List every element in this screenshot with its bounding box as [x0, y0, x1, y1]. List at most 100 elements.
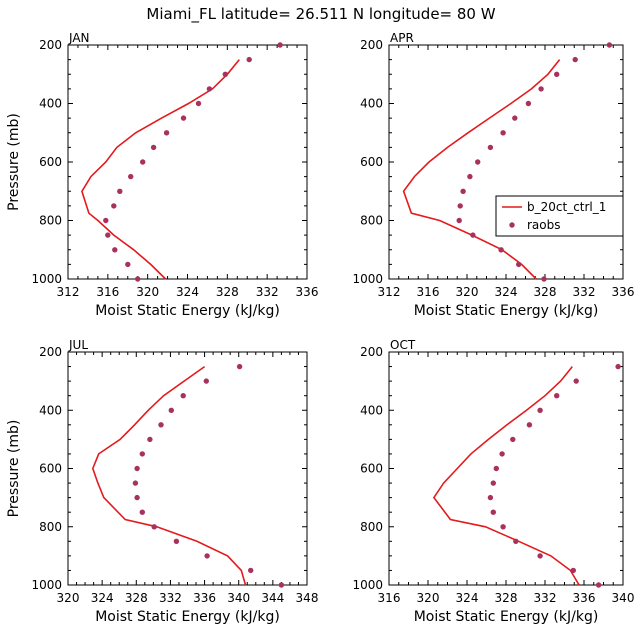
x-tick-label: 336: [573, 591, 596, 605]
legend-dot-swatch: [509, 222, 515, 228]
plot-frame: [388, 351, 624, 586]
y-tick-label: 800: [39, 214, 62, 228]
raobs-point: [493, 465, 499, 472]
raobs-point: [195, 100, 202, 107]
y-axis-label: Pressure (mb): [6, 420, 22, 518]
x-tick-label: 320: [417, 591, 440, 605]
raobs-point: [537, 553, 543, 559]
x-tick-label: 328: [125, 591, 148, 605]
raobs-point: [278, 582, 285, 588]
x-axis-label: Moist Static Energy (kJ/kg): [95, 609, 280, 625]
plot-frame: [67, 351, 308, 586]
x-tick-label: 336: [193, 591, 216, 605]
panel-label: JUL: [68, 338, 88, 352]
y-tick-label: 600: [360, 155, 383, 169]
raobs-point: [132, 480, 139, 486]
panel-apr: 312 316 320 324 328 332 336 200 400 600 800 1000 APR…: [352, 31, 634, 319]
raobs-point: [512, 115, 518, 121]
raobs-point: [526, 422, 533, 428]
x-axis-label: Moist Static Energy (kJ/kg): [414, 609, 599, 625]
y-tick-label: 800: [360, 214, 383, 228]
raobs-point: [490, 480, 496, 486]
raobs-point: [125, 261, 131, 268]
raobs-point: [513, 538, 519, 544]
x-tick-label: 348: [296, 591, 319, 605]
raobs-point: [134, 465, 140, 472]
raobs-point: [457, 203, 463, 209]
raobs-point: [150, 144, 157, 151]
raobs-point: [470, 232, 476, 238]
raobs-point: [554, 71, 560, 78]
raobs-point: [487, 494, 494, 501]
legend-label-model: b_20ct_ctrl_1: [527, 200, 606, 214]
raobs-point: [103, 217, 109, 224]
x-tick-label: 312: [57, 285, 80, 299]
x-tick-label: 344: [261, 591, 284, 605]
y-tick-label: 200: [360, 345, 383, 359]
y-tick-label: 400: [39, 403, 62, 417]
raobs-point: [140, 159, 146, 165]
raobs-point: [500, 524, 506, 530]
panel-jul: 320 324 328 332 336 340 344 348 200 400 600 800 1000…: [6, 338, 318, 625]
x-tick-label: 324: [176, 285, 199, 299]
y-tick-label: 600: [39, 462, 62, 476]
raobs-point: [112, 247, 118, 253]
raobs-point: [475, 159, 481, 165]
raobs-point: [139, 451, 145, 457]
raobs-point: [236, 363, 243, 370]
raobs-point: [158, 422, 164, 428]
raobs-point: [246, 56, 252, 63]
raobs-point: [206, 86, 213, 92]
y-tick-label: 800: [39, 520, 62, 534]
raobs-point: [151, 524, 157, 530]
y-tick-label: 200: [39, 38, 62, 52]
model-profile-line: [432, 366, 580, 586]
raobs-point: [248, 567, 254, 574]
raobs-point: [147, 436, 153, 443]
model-profile-line: [81, 59, 240, 280]
legend-label-obs: raobs: [527, 218, 561, 232]
raobs-point: [487, 144, 494, 151]
y-tick-label: 600: [39, 155, 62, 169]
x-tick-label: 340: [227, 591, 250, 605]
model-profile-line: [402, 59, 561, 280]
x-tick-label: 316: [96, 285, 119, 299]
x-tick-label: 320: [57, 591, 80, 605]
x-axis-label: Moist Static Energy (kJ/kg): [95, 303, 280, 319]
figure-title: Miami_FL latitude= 26.511 N longitude= 8…: [146, 5, 495, 24]
raobs-point: [117, 188, 123, 194]
x-tick-label: 324: [91, 591, 114, 605]
raobs-point: [525, 100, 532, 107]
raobs-point: [173, 538, 180, 544]
x-tick-label: 328: [495, 591, 518, 605]
raobs-point: [105, 232, 111, 238]
x-tick-label: 332: [534, 591, 557, 605]
x-tick-label: 328: [216, 285, 239, 299]
y-tick-label: 200: [39, 345, 62, 359]
legend-box: [495, 195, 624, 237]
raobs-point: [554, 393, 560, 399]
raobs-point: [499, 451, 505, 457]
y-tick-label: 400: [39, 97, 62, 111]
raobs-point: [203, 378, 209, 384]
x-tick-label: 320: [456, 285, 479, 299]
plot-frame: [67, 44, 308, 280]
raobs-point: [500, 130, 506, 136]
x-tick-label: 332: [573, 285, 596, 299]
raobs-point: [572, 56, 578, 63]
panel-label: OCT: [390, 338, 416, 352]
raobs-point: [180, 393, 186, 399]
raobs-point: [163, 130, 170, 136]
panels-group: 312 316 320 324 328 332 336 200 400 600 800 1000 JAN…: [6, 31, 634, 625]
x-tick-label: 340: [612, 591, 635, 605]
raobs-point: [538, 86, 544, 92]
raobs-point: [135, 276, 141, 282]
raobs-point: [498, 247, 504, 253]
raobs-point: [467, 173, 473, 180]
raobs-point: [277, 42, 283, 48]
x-tick-label: 324: [456, 591, 479, 605]
x-tick-label: 316: [378, 591, 401, 605]
raobs-point: [204, 553, 210, 559]
